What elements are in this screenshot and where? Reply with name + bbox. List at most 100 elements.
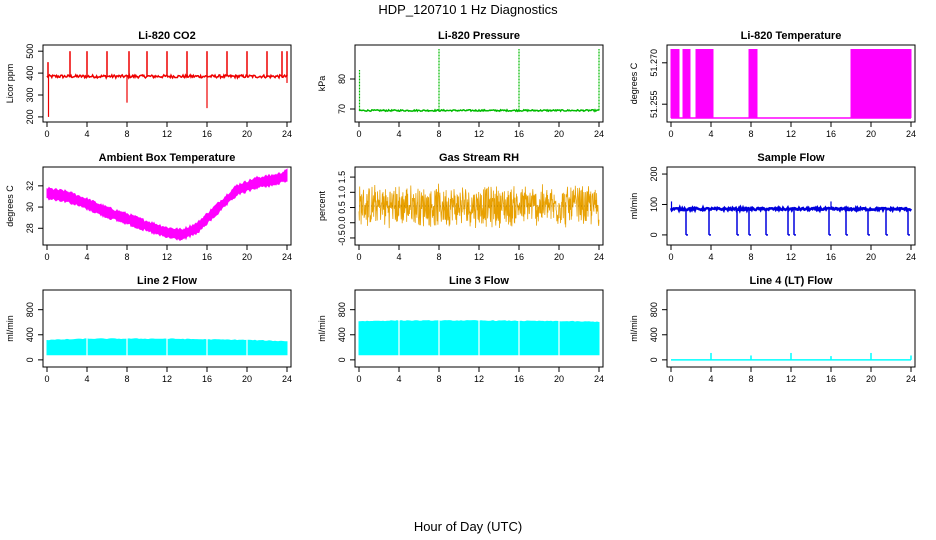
y-tick-label: 1.5 [337,171,347,184]
y-tick-label: 0.0 [337,216,347,229]
x-tick-label: 0 [668,129,673,139]
series-line [358,108,600,113]
x-tick-label: 20 [554,374,564,384]
x-tick-label: 8 [748,129,753,139]
flow-line [669,204,913,214]
x-tick-label: 8 [748,374,753,384]
high-level [749,49,757,51]
data-layer [46,336,288,357]
y-tick-label: 70 [337,104,347,114]
x-tick-label: 8 [436,252,441,262]
x-tick-label: 0 [356,129,361,139]
panel-title: Ambient Box Temperature [99,152,236,164]
y-tick-label: 400 [649,327,659,342]
y-tick-label: 0 [649,357,659,362]
x-tick-label: 16 [826,129,836,139]
y-axis-label: degrees C [629,62,639,104]
high-level [683,49,690,51]
x-tick-label: 0 [44,252,49,262]
y-tick-label: 0 [337,357,347,362]
x-tick-label: 0 [44,129,49,139]
x-tick-label: 4 [396,129,401,139]
y-tick-label: 1.0 [337,186,347,199]
x-tick-label: 20 [242,252,252,262]
y-axis-label: ml/min [629,315,639,342]
y-axis-label: ml/min [5,315,15,342]
x-tick-label: 4 [708,129,713,139]
x-tick-label: 20 [866,129,876,139]
y-tick-label: 0 [25,357,35,362]
y-tick-label: 400 [25,66,35,81]
x-tick-label: 24 [906,252,916,262]
x-tick-label: 12 [786,129,796,139]
data-layer [358,183,600,229]
panel-5: Gas Stream RH percent 0 4 8 12 16 20 24 -0.50.0 0.… [317,152,604,262]
x-tick-label: 12 [786,252,796,262]
y-axis-label: degrees C [5,185,15,227]
data-layer [46,51,288,117]
y-tick-label: 800 [337,302,347,317]
x-tick-label: 4 [708,252,713,262]
y-tick-label: 100 [649,197,659,212]
x-tick-label: 24 [906,374,916,384]
y-tick-label: 80 [337,74,347,84]
y-tick-label: 800 [649,302,659,317]
panel-title: Li-820 Temperature [741,30,842,42]
y-tick-label: 400 [25,327,35,342]
panel-title: Line 2 Flow [137,275,197,287]
y-tick-label: 51.255 [649,90,659,118]
x-tick-label: 8 [748,252,753,262]
data-layer [358,49,600,113]
x-tick-label: 24 [282,129,292,139]
x-tick-label: 16 [202,129,212,139]
y-tick-label: 0 [649,232,659,237]
panel-8: Line 3 Flow ml/min 0 4 8 12 16 20 24 0 400 800 [317,275,604,384]
y-tick-label: 800 [25,302,35,317]
x-tick-label: 8 [436,374,441,384]
x-tick-label: 16 [514,129,524,139]
x-tick-label: 0 [356,252,361,262]
panel-title: Line 3 Flow [449,275,509,287]
x-tick-label: 4 [708,374,713,384]
x-tick-label: 24 [906,129,916,139]
x-tick-label: 16 [514,374,524,384]
rh-trace [358,183,600,229]
x-tick-label: 20 [242,374,252,384]
x-tick-label: 16 [202,252,212,262]
y-tick-label: 200 [649,167,659,182]
panel-3: Li-820 Temperature degrees C 0 4 8 12 16 20 24 51… [629,30,916,139]
x-tick-label: 20 [866,252,876,262]
y-axis-label: ml/min [317,315,327,342]
x-tick-label: 16 [826,252,836,262]
data-layer [670,49,912,119]
panel-9: Line 4 (LT) Flow ml/min 0 4 8 12 16 20 24 0 400 800 [629,275,916,384]
x-tick-label: 0 [356,374,361,384]
panel-2: Li-820 Pressure kPa 0 4 8 12 16 20 24 70 80 [317,30,604,139]
y-tick-label: 400 [337,327,347,342]
y-tick-label: 30 [25,202,35,212]
x-tick-label: 12 [162,252,172,262]
x-tick-label: 8 [124,374,129,384]
x-tick-label: 16 [826,374,836,384]
x-tick-label: 20 [866,374,876,384]
y-axis-label: percent [317,190,327,221]
high-level [851,49,911,51]
x-tick-label: 0 [668,252,673,262]
y-axis-label: kPa [317,76,327,92]
data-layer [46,168,288,242]
panel-title: Li-820 CO2 [138,30,195,42]
data-layer [671,352,912,361]
plot-frame [666,166,916,246]
y-tick-label: 0.5 [337,201,347,214]
x-tick-label: 4 [84,129,89,139]
y-axis-label: Licor ppm [5,64,15,104]
x-tick-label: 24 [594,374,604,384]
y-tick-label: 51.270 [649,49,659,77]
x-tick-label: 24 [594,252,604,262]
x-tick-label: 12 [162,374,172,384]
x-tick-label: 20 [554,252,564,262]
x-tick-label: 12 [474,129,484,139]
figure-xlabel: Hour of Day (UTC) [414,519,522,534]
